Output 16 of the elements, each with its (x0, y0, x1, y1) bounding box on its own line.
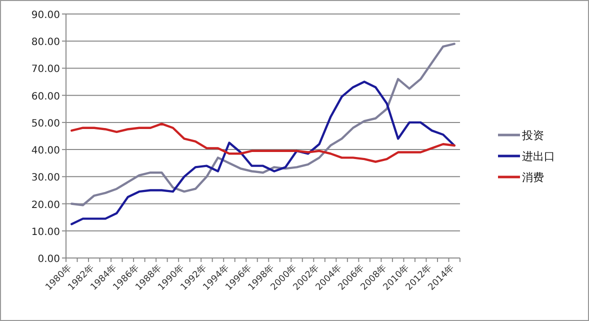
y-tick-label: 20.00 (31, 200, 60, 211)
legend-label: 投资 (521, 129, 544, 142)
line-series (70, 122, 456, 163)
line-series (70, 80, 456, 226)
y-tick-label: 70.00 (31, 64, 60, 76)
y-tick-label: 0.00 (38, 254, 60, 265)
legend-label: 消费 (522, 171, 544, 184)
line-series (70, 42, 456, 206)
y-tick-label: 30.00 (31, 172, 60, 184)
y-tick-label: 50.00 (31, 118, 60, 130)
y-tick-label: 40.00 (31, 146, 60, 157)
y-tick-label: 60.00 (31, 91, 60, 102)
y-tick-label: 80.00 (31, 37, 60, 48)
y-tick-label: 90.00 (31, 10, 60, 21)
legend-label: 进出口 (522, 150, 555, 163)
y-tick-label: 10.00 (31, 226, 60, 238)
